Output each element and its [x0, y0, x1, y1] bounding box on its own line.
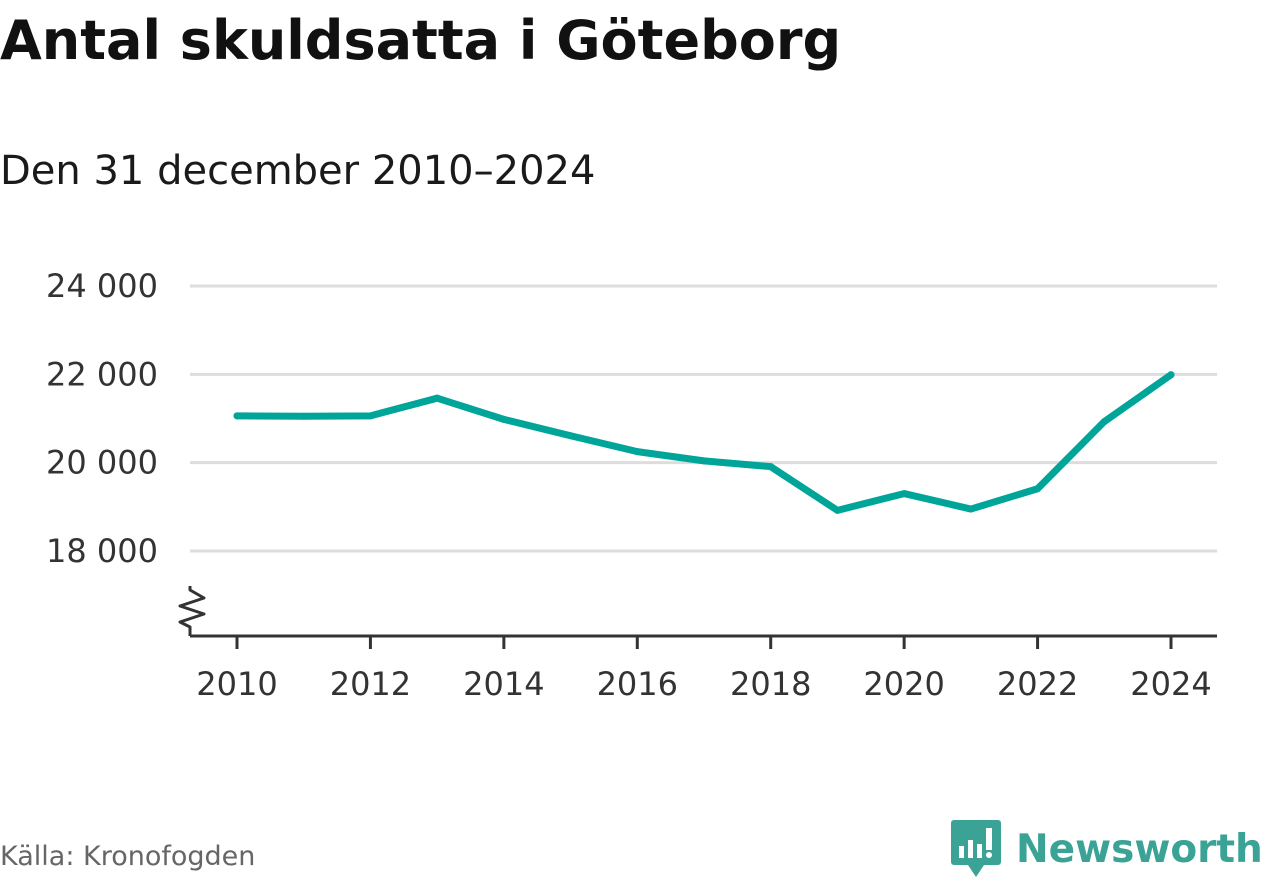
- data-point-2023: [1100, 418, 1108, 426]
- x-tick-label-2022: 2022: [997, 665, 1078, 703]
- x-axis: [178, 586, 1217, 638]
- chart-title: Antal skuldsatta i Göteborg: [0, 9, 842, 72]
- x-axis-ticks: 2010 2012 2014 2016 2018 2020 2022 2024: [196, 636, 1212, 703]
- data-point-2010: [233, 412, 241, 420]
- data-point-2018: [767, 463, 775, 471]
- y-axis-ticks: 18 000 20 000 22 000 24 000: [46, 267, 158, 570]
- brand-name: Newsworthy: [1016, 826, 1262, 872]
- x-tick-label-2012: 2012: [330, 665, 411, 703]
- newsworthy-logo: Newsworthy: [950, 818, 1262, 880]
- source-label: Källa: Kronofogden: [0, 841, 256, 872]
- data-point-2014: [500, 415, 508, 423]
- y-tick-label-22000: 22 000: [46, 355, 158, 393]
- x-tick-label-2016: 2016: [597, 665, 678, 703]
- data-point-2020: [900, 490, 908, 498]
- x-tick-label-2010: 2010: [196, 665, 277, 703]
- x-tick-label-2020: 2020: [863, 665, 944, 703]
- data-point-2016: [633, 448, 641, 456]
- series-line-0: [233, 371, 1175, 514]
- series-group: [233, 371, 1175, 514]
- x-tick-label-2014: 2014: [463, 665, 544, 703]
- data-point-2021: [967, 505, 975, 513]
- data-point-2013: [433, 394, 441, 402]
- y-tick-label-20000: 20 000: [46, 444, 158, 482]
- axis-break-zigzag: [178, 586, 206, 636]
- data-point-2012: [366, 412, 374, 420]
- data-point-2017: [700, 457, 708, 465]
- y-tick-label-24000: 24 000: [46, 267, 158, 305]
- data-point-2022: [1034, 485, 1042, 493]
- x-tick-label-2024: 2024: [1130, 665, 1211, 703]
- x-tick-label-2018: 2018: [730, 665, 811, 703]
- y-tick-label-18000: 18 000: [46, 532, 158, 570]
- data-point-2024: [1167, 371, 1175, 379]
- bar-chart-speech-bubble-icon: [951, 820, 1001, 877]
- gridlines: [190, 284, 1217, 553]
- data-point-2015: [567, 432, 575, 440]
- data-point-2011: [300, 412, 308, 420]
- chart-subtitle: Den 31 december 2010–2024: [0, 148, 596, 194]
- data-point-2019: [833, 506, 841, 514]
